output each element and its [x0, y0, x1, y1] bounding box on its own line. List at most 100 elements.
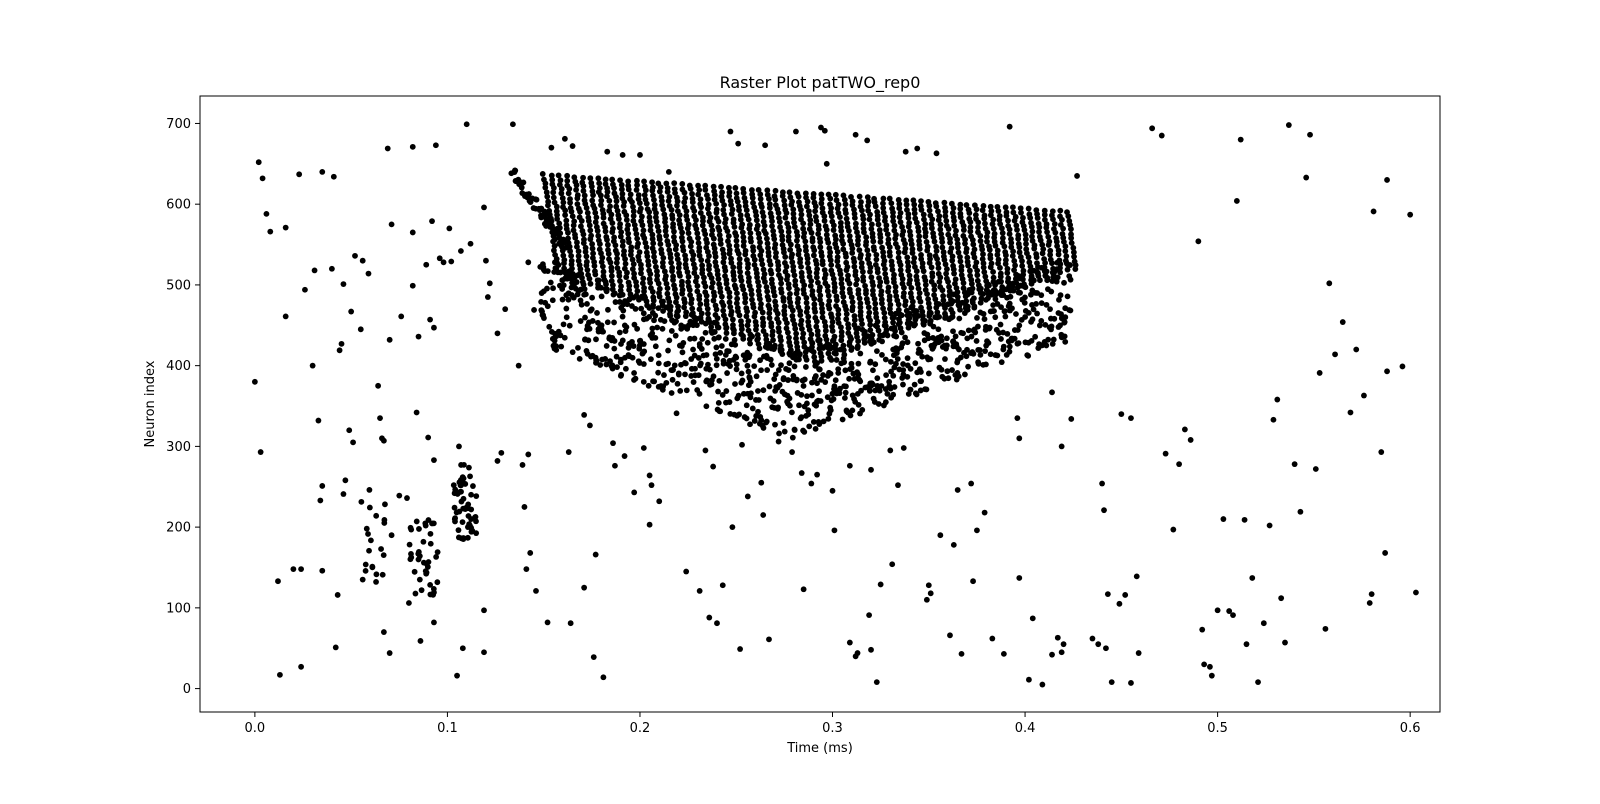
spike-point — [542, 184, 549, 191]
spike-point — [757, 239, 763, 246]
spike-point — [846, 462, 853, 469]
spike-point — [922, 233, 929, 240]
x-tick-label: 0.3 — [822, 721, 843, 736]
spike-point — [658, 250, 665, 257]
spike-point — [799, 335, 806, 341]
spike-point — [591, 263, 598, 269]
spike-point — [420, 538, 427, 545]
spike-point — [787, 402, 793, 409]
spike-point — [725, 184, 732, 191]
spike-point — [751, 363, 758, 370]
spike-point — [319, 567, 326, 574]
spike-point — [617, 372, 624, 379]
spike-point — [848, 364, 855, 371]
spike-point — [829, 271, 836, 278]
spike-point — [467, 473, 473, 480]
spike-point — [703, 301, 710, 308]
spike-point — [712, 351, 719, 358]
spike-point — [777, 275, 784, 282]
spike-point — [864, 256, 871, 262]
spike-point — [586, 275, 593, 282]
spike-point — [772, 254, 779, 260]
spike-point — [854, 276, 860, 283]
spike-point — [560, 282, 567, 289]
spike-point — [334, 592, 341, 598]
spike-point — [413, 409, 420, 416]
spike-point — [814, 332, 821, 339]
spike-point — [791, 363, 798, 370]
spike-point — [849, 245, 856, 252]
spike-point — [1031, 245, 1038, 252]
spike-point — [1326, 280, 1333, 287]
spike-point — [590, 654, 597, 660]
spike-point — [373, 512, 380, 519]
spike-point — [684, 217, 691, 223]
spike-point — [695, 191, 702, 198]
spike-point — [625, 230, 632, 237]
spike-point — [1291, 461, 1298, 468]
spike-point — [683, 568, 690, 575]
spike-point — [654, 223, 661, 230]
spike-point — [691, 335, 698, 342]
spike-point — [406, 541, 413, 548]
spike-point — [856, 377, 863, 383]
spike-point — [982, 273, 989, 280]
spike-point — [641, 288, 647, 295]
spike-point — [454, 672, 460, 679]
spike-point — [915, 312, 922, 319]
spike-point — [634, 182, 640, 189]
spike-point — [698, 346, 705, 352]
spike-point — [587, 280, 594, 287]
spike-point — [769, 404, 776, 411]
spike-point — [672, 190, 678, 196]
spike-point — [775, 367, 782, 373]
spike-point — [793, 335, 799, 342]
spike-point — [885, 288, 891, 295]
spike-point — [687, 318, 694, 325]
spike-point — [756, 235, 763, 241]
spike-point — [985, 289, 992, 295]
spike-point — [1046, 324, 1053, 331]
spike-point — [682, 313, 689, 320]
spike-point — [753, 217, 760, 224]
spike-point — [680, 247, 687, 254]
spike-point — [879, 338, 885, 345]
spike-point — [568, 252, 575, 259]
spike-point — [589, 197, 596, 204]
spike-point — [556, 240, 562, 247]
spike-point — [663, 180, 670, 187]
spike-point — [849, 407, 856, 414]
spike-point — [835, 370, 842, 376]
spike-point — [760, 266, 767, 273]
spike-point — [800, 586, 807, 593]
spike-point — [1013, 222, 1020, 229]
spike-point — [429, 218, 435, 225]
spike-point — [890, 218, 897, 225]
spike-point — [457, 477, 464, 483]
spike-point — [653, 210, 659, 216]
spike-point — [801, 403, 808, 410]
spike-point — [851, 263, 858, 270]
spike-point — [473, 493, 480, 500]
spike-point — [695, 182, 701, 189]
spike-point — [911, 201, 918, 208]
spike-point — [674, 256, 681, 263]
spike-point — [1044, 229, 1050, 235]
spike-point — [735, 392, 742, 399]
spike-point — [792, 325, 799, 332]
spike-point — [411, 568, 418, 575]
spike-point — [668, 259, 675, 266]
spike-point — [847, 289, 853, 296]
spike-point — [617, 233, 624, 240]
spike-point — [726, 399, 733, 405]
spike-point — [750, 199, 756, 206]
spike-point — [673, 410, 680, 417]
spike-point — [580, 240, 587, 246]
spike-point — [957, 354, 964, 361]
spike-point — [750, 304, 757, 311]
spike-point — [942, 261, 949, 268]
spike-point — [753, 373, 760, 380]
spike-point — [1332, 351, 1338, 358]
spike-point — [606, 334, 613, 341]
spike-point — [540, 261, 546, 268]
